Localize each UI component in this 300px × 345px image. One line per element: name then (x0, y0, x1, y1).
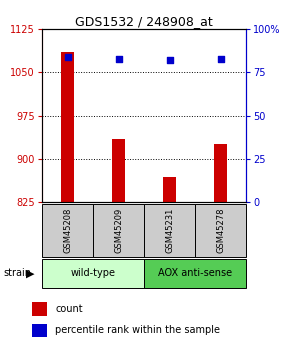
Text: AOX anti-sense: AOX anti-sense (158, 268, 232, 278)
FancyBboxPatch shape (42, 204, 93, 257)
Point (218, 56, 223, 61)
Bar (32, 324, 47, 337)
Text: GSM45209: GSM45209 (114, 208, 123, 253)
Bar (112, 139, 125, 202)
Bar (32, 302, 47, 316)
Point (167, 58, 172, 63)
Bar (214, 144, 227, 202)
Text: count: count (55, 304, 83, 314)
FancyBboxPatch shape (195, 204, 246, 257)
Title: GDS1532 / 248908_at: GDS1532 / 248908_at (75, 15, 213, 28)
Text: strain: strain (3, 268, 31, 278)
Text: GSM45208: GSM45208 (63, 208, 72, 253)
Bar (61, 52, 74, 202)
Text: GSM45278: GSM45278 (216, 208, 225, 253)
Point (116, 56, 121, 61)
Text: ▶: ▶ (26, 268, 34, 278)
FancyBboxPatch shape (144, 259, 246, 288)
Point (65, 54, 70, 60)
Text: GSM45231: GSM45231 (165, 208, 174, 253)
Bar (163, 177, 176, 202)
Text: wild-type: wild-type (70, 268, 116, 278)
FancyBboxPatch shape (93, 204, 144, 257)
FancyBboxPatch shape (144, 204, 195, 257)
Text: percentile rank within the sample: percentile rank within the sample (55, 325, 220, 335)
FancyBboxPatch shape (42, 259, 144, 288)
